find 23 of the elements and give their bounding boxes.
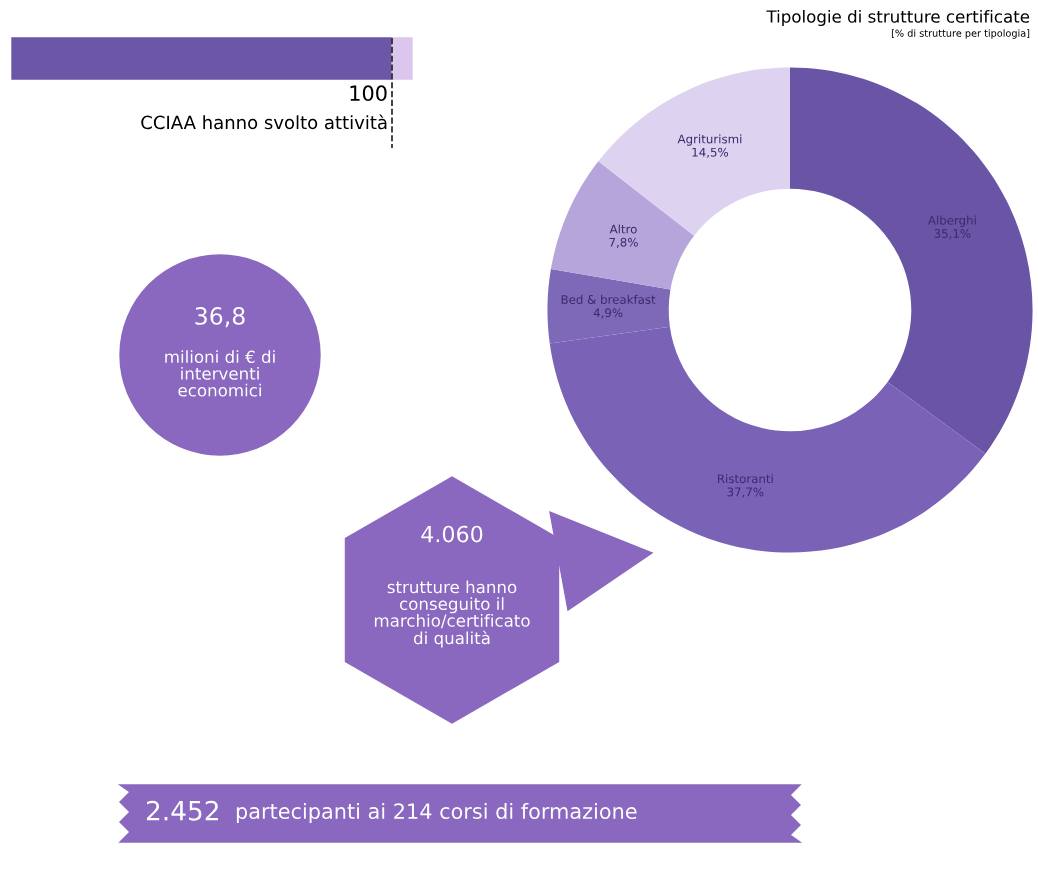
donut-slice (790, 67, 1033, 454)
donut-slice (550, 161, 695, 290)
data-label: 14,5% (692, 147, 729, 158)
text: milioni di € di interventi economici (165, 350, 275, 397)
chart-title: Tipologie di strutture certificate (766, 9, 1030, 27)
text: 4.060 (421, 525, 483, 543)
slice-label: Agriturismi (677, 134, 742, 146)
text: 36,8 (195, 306, 245, 328)
data-label: 37,7% (727, 487, 764, 498)
text: 100 (350, 85, 387, 102)
text: strutture hanno conseguito il marchio/certificato di qualità (374, 580, 530, 648)
data-label: 35,1% (934, 229, 971, 240)
slice-label: Ristoranti (717, 474, 773, 484)
text: partecipanti ai 214 corsi di formazione (236, 802, 637, 824)
data-label: 7,8% (609, 237, 638, 248)
text: 2.452 (146, 800, 218, 821)
donut-slice (598, 67, 790, 236)
slice-label: Alberghi (927, 215, 976, 228)
slice-label: Bed & breakfast (561, 294, 656, 304)
chart-subtitle: [% di strutture per tipologia] (891, 29, 1030, 39)
text: CCIAA hanno svolto attività (141, 114, 387, 130)
data-label: 4,9% (593, 308, 623, 319)
slice-label: Altro (609, 224, 637, 234)
